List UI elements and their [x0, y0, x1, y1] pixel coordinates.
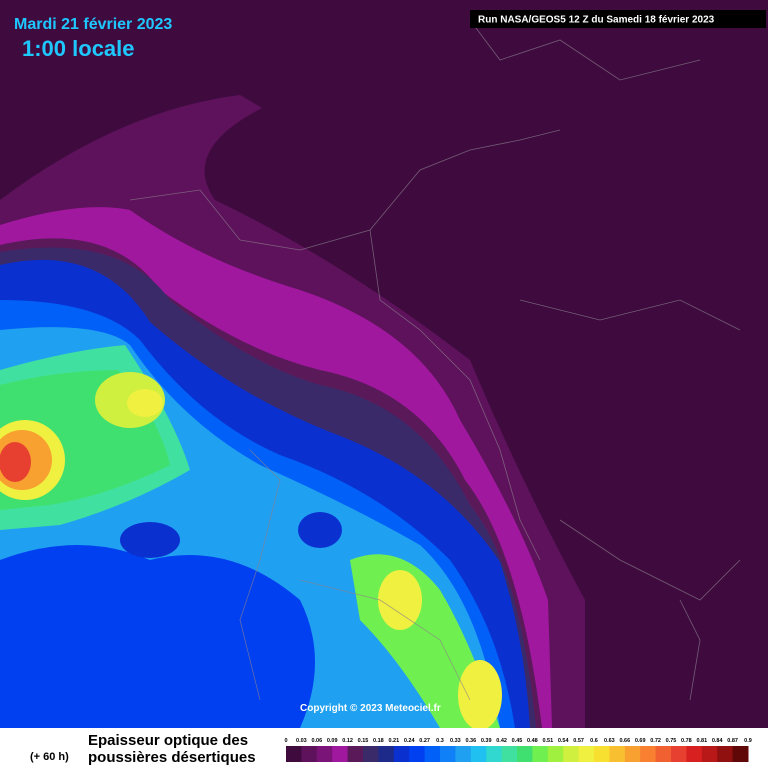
scale-swatch [409, 746, 426, 762]
scale-label: 0.18 [373, 738, 384, 744]
scale-label: 0.24 [404, 738, 416, 744]
scale-swatch [732, 746, 749, 762]
scale-label: 0.6 [590, 738, 598, 744]
borders [129, 19, 741, 701]
scale-label: 0.78 [681, 738, 692, 744]
copyright: Copyright © 2023 Meteociel.fr [300, 703, 441, 714]
date-label: Mardi 21 février 2023 [14, 16, 172, 33]
scale-label: 0.12 [342, 738, 353, 744]
scale-label: 0.27 [419, 738, 430, 744]
scale-swatch [486, 746, 503, 762]
scale-swatch [671, 746, 687, 762]
scale-label: 0.57 [573, 738, 584, 744]
scale-label: 0.54 [558, 738, 570, 744]
scale-swatch [624, 746, 641, 762]
color-scale: 0 0.03 0.06 0.09 0.12 0.15 0.18 0.21 0.24 0.27 0.3… [284, 738, 752, 762]
scale-swatch [717, 746, 734, 762]
scale-label: 0.69 [635, 738, 646, 744]
scale-swatch [655, 746, 672, 762]
scale-label: 0.3 [436, 738, 444, 744]
dust-field [0, 95, 585, 730]
scale-swatch [517, 746, 533, 762]
scale-swatch [532, 746, 549, 762]
scale-swatch [563, 746, 580, 762]
scale-label: 0.72 [650, 738, 661, 744]
scale-label: 0.36 [465, 738, 476, 744]
scale-swatch [424, 746, 441, 762]
scale-swatch [594, 746, 610, 762]
scale-label: 0.63 [604, 738, 615, 744]
scale-swatch [316, 746, 333, 762]
legend-title: poussières désertiques [88, 749, 256, 766]
scale-swatch [347, 746, 364, 762]
scale-label: 0.21 [388, 738, 399, 744]
scale-label: 0.66 [619, 738, 630, 744]
scale-swatch [332, 746, 349, 762]
time-label: 1:00 locale [22, 36, 135, 61]
scale-label: 0.42 [496, 738, 507, 744]
scale-swatch [455, 746, 472, 762]
scale-label: 0.9 [744, 738, 752, 744]
scale-swatch [286, 746, 302, 762]
scale-label: 0.03 [296, 738, 307, 744]
scale-swatch [470, 746, 487, 762]
scale-swatch [363, 746, 379, 762]
scale-label: 0.45 [512, 738, 523, 744]
scale-label: 0.51 [542, 738, 553, 744]
scale-label: 0.33 [450, 738, 461, 744]
scale-swatch [501, 746, 518, 762]
scale-label: 0.81 [696, 738, 707, 744]
scale-swatch [393, 746, 410, 762]
scale-label: 0 [284, 738, 287, 744]
scale-swatch [301, 746, 318, 762]
scale-swatch [378, 746, 395, 762]
run-box [470, 10, 766, 28]
scale-swatch [686, 746, 703, 762]
scale-swatch [578, 746, 595, 762]
run-label: Run NASA/GEOS5 12 Z du Samedi 18 février… [478, 15, 715, 26]
scale-swatch [609, 746, 626, 762]
scale-label: 0.84 [712, 738, 724, 744]
scale-label: 0.06 [311, 738, 322, 744]
scale-label: 0.39 [481, 738, 492, 744]
scale-label: 0.09 [327, 738, 338, 744]
scale-label: 0.75 [666, 738, 677, 744]
scale-label: 0.15 [358, 738, 369, 744]
scale-swatch [547, 746, 564, 762]
scale-label: 0.87 [727, 738, 738, 744]
scale-label: 0.48 [527, 738, 538, 744]
lead-time: (+ 60 h) [30, 751, 69, 763]
legend-title: Epaisseur optique des [88, 732, 248, 749]
scale-swatch [640, 746, 657, 762]
scale-swatch [440, 746, 456, 762]
scale-swatch [701, 746, 718, 762]
